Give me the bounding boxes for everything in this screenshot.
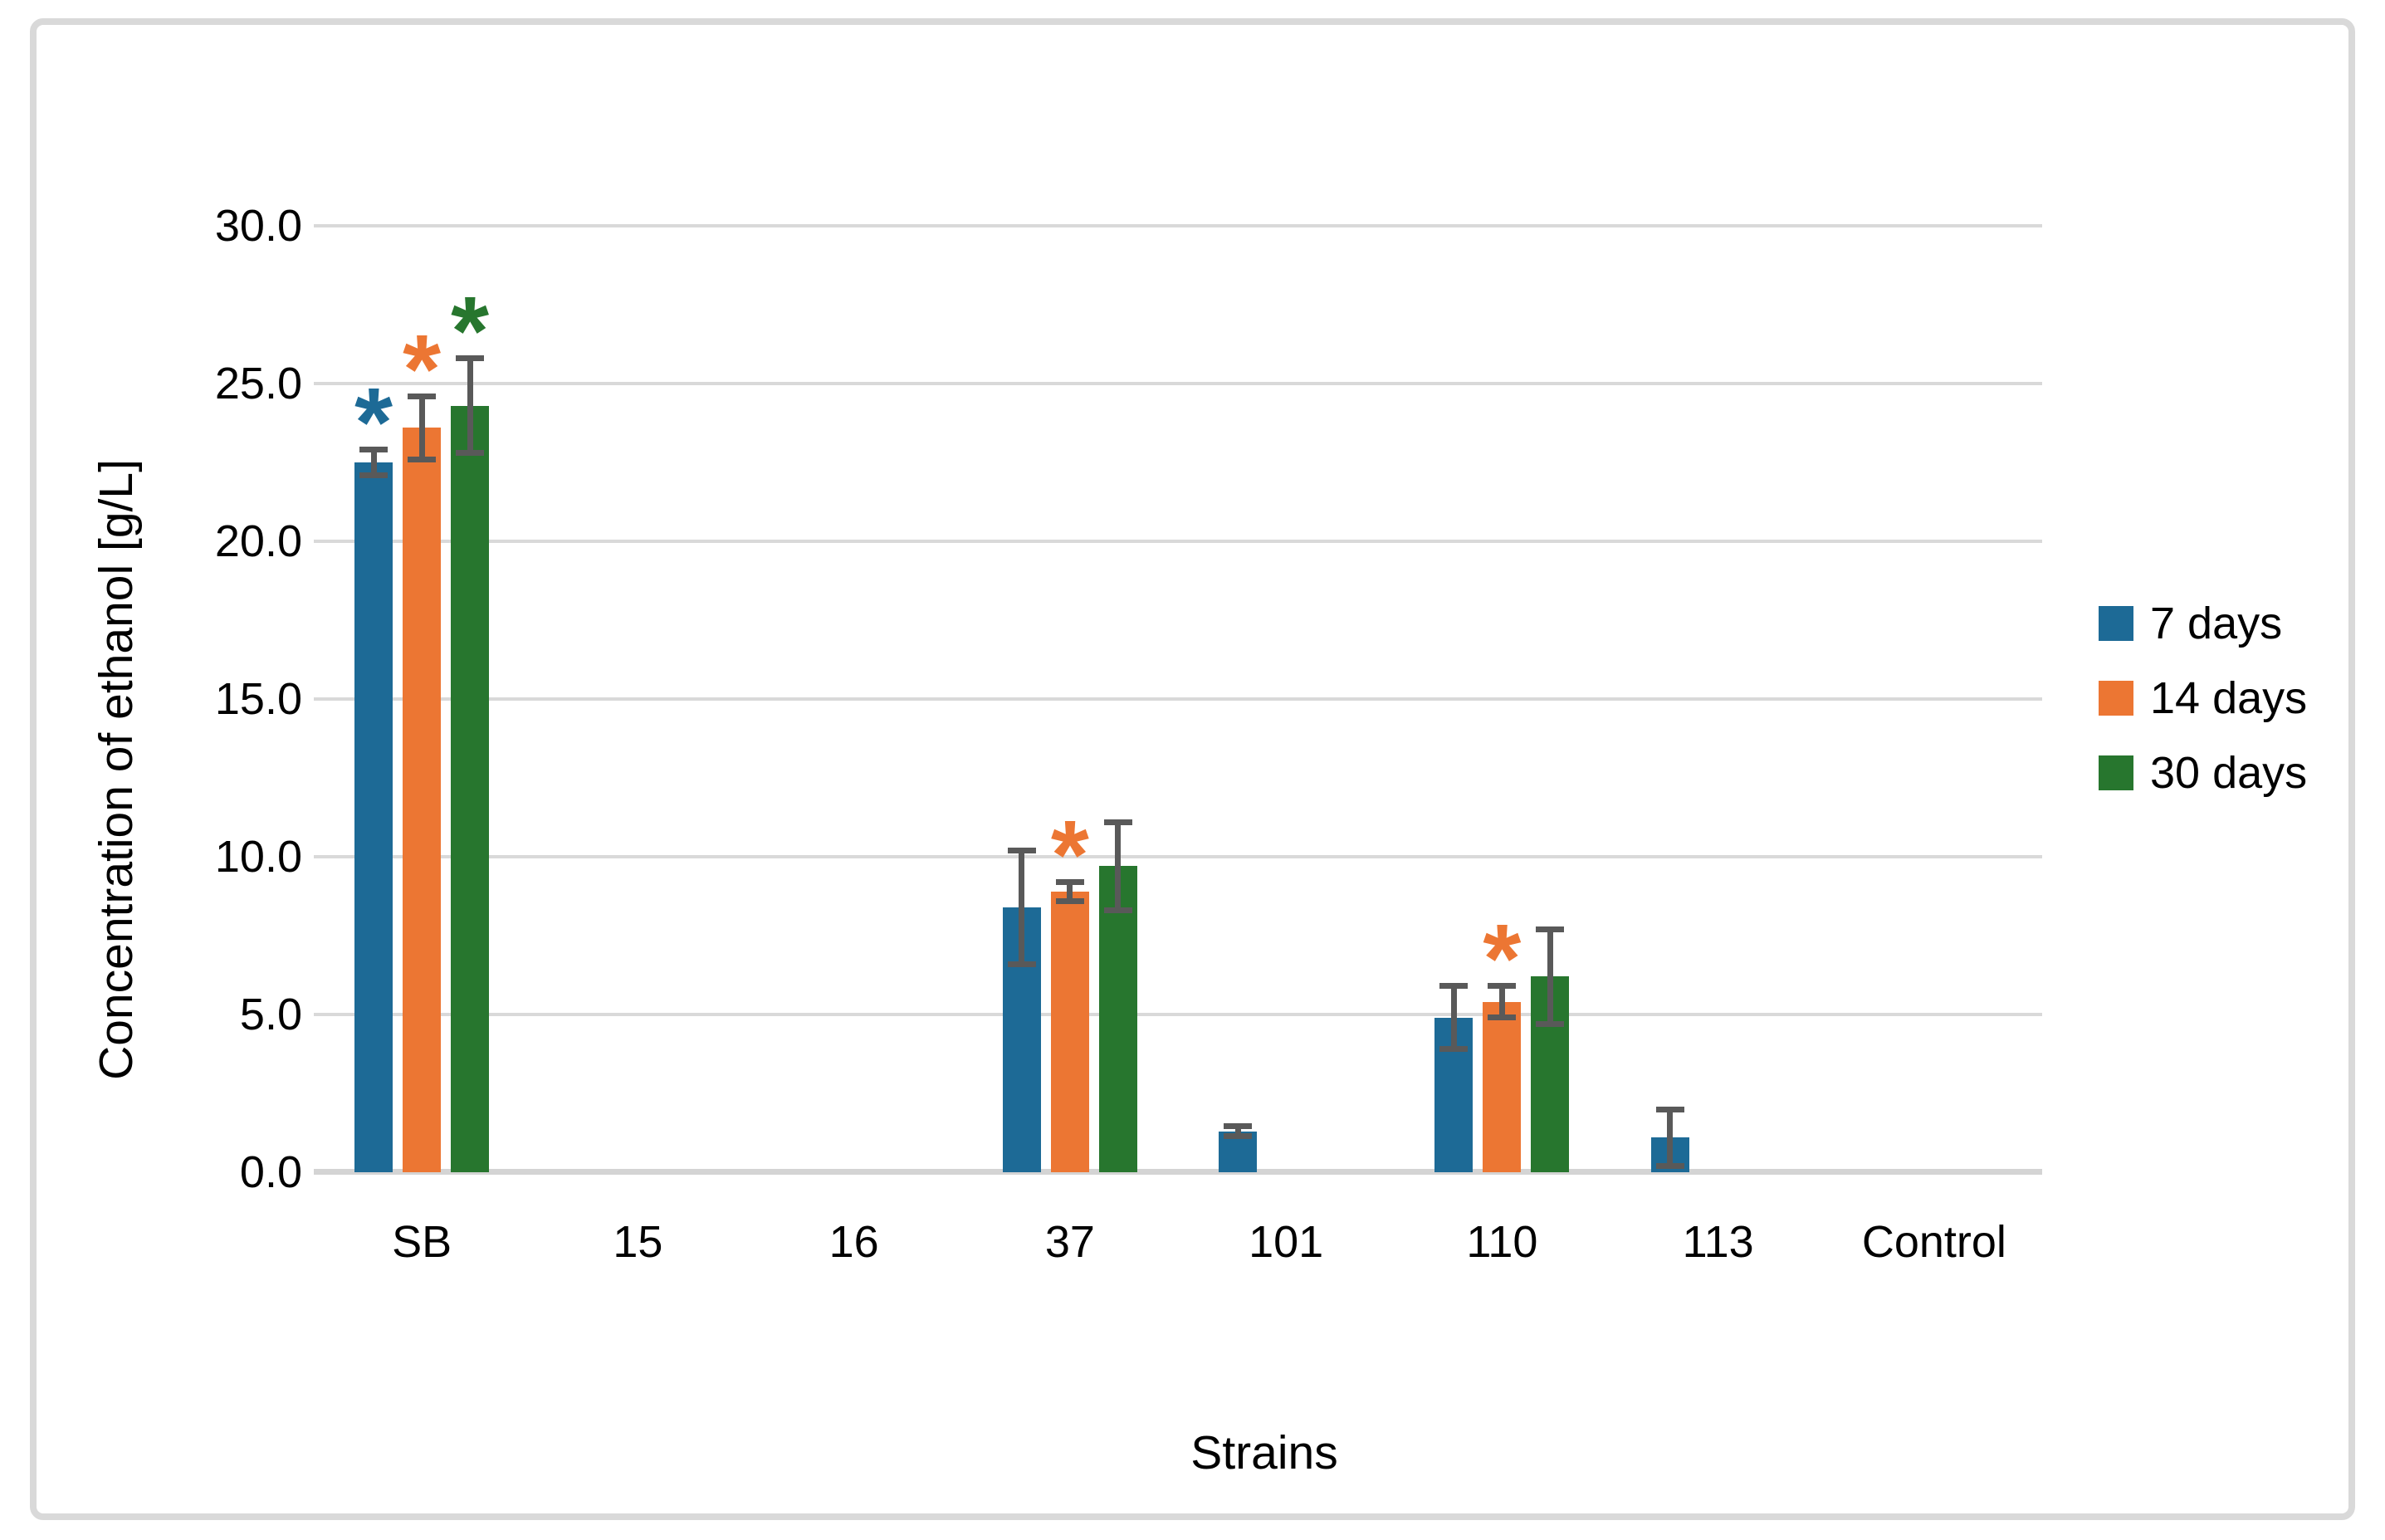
error-bar-cap xyxy=(456,450,485,457)
y-tick-label: 30.0 xyxy=(214,201,302,251)
error-bar xyxy=(1498,985,1505,1018)
gridline xyxy=(314,224,2042,227)
bar xyxy=(451,405,490,1172)
legend-label: 7 days xyxy=(2150,599,2283,648)
y-tick-label: 25.0 xyxy=(214,359,302,408)
bar xyxy=(354,462,393,1172)
x-tick-label: 16 xyxy=(828,1217,879,1267)
error-bar xyxy=(1667,1109,1674,1166)
error-bar-cap xyxy=(456,355,485,362)
error-bar-cap xyxy=(1103,819,1132,825)
error-bar xyxy=(1547,929,1553,1024)
error-bar-cap xyxy=(359,472,389,478)
error-bar-cap xyxy=(1055,897,1084,904)
x-tick-label: 15 xyxy=(613,1217,663,1267)
legend: 7 days 14 days 30 days xyxy=(2099,601,2307,830)
x-tick-label: Control xyxy=(1861,1217,2006,1267)
error-bar-cap xyxy=(1536,926,1565,932)
error-bar-cap xyxy=(1103,907,1132,914)
legend-label: 14 days xyxy=(2150,673,2308,723)
legend-label: 30 days xyxy=(2150,748,2308,798)
error-bar-cap xyxy=(1488,1014,1517,1021)
bar xyxy=(1050,891,1089,1172)
error-bar xyxy=(467,358,473,453)
error-bar xyxy=(370,449,377,476)
significance-asterisk: * xyxy=(451,276,490,386)
gridline xyxy=(314,697,2042,701)
error-bar-cap xyxy=(1655,1106,1684,1112)
error-bar xyxy=(1450,985,1457,1049)
error-bar xyxy=(1115,822,1122,911)
significance-asterisk: * xyxy=(403,314,442,424)
error-bar-cap xyxy=(359,447,389,453)
x-axis-line xyxy=(314,1169,2042,1175)
error-bar-cap xyxy=(1655,1162,1684,1169)
legend-swatch-icon xyxy=(2099,755,2133,790)
y-tick-label: 5.0 xyxy=(239,990,302,1039)
x-tick-label: 110 xyxy=(1466,1217,1538,1267)
significance-asterisk: * xyxy=(1050,799,1089,910)
x-axis-title: Strains xyxy=(1190,1426,1338,1479)
error-bar xyxy=(1067,882,1073,902)
x-tick-label: SB xyxy=(392,1217,452,1267)
y-tick-label: 0.0 xyxy=(239,1147,302,1197)
gridline xyxy=(314,382,2042,385)
gridline xyxy=(314,855,2042,858)
error-bar-cap xyxy=(1536,1020,1565,1027)
significance-asterisk: * xyxy=(1483,904,1522,1014)
bar xyxy=(1098,866,1137,1172)
error-bar-cap xyxy=(1439,1046,1469,1053)
error-bar-cap xyxy=(1224,1123,1253,1130)
error-bar-cap xyxy=(408,456,437,462)
legend-item: 7 days xyxy=(2099,601,2307,646)
plot-area: 0.0 5.0 10.0 15.0 20.0 25.0 30.0 SB 15 16 37 101 110… xyxy=(215,100,2042,1265)
error-bar-cap xyxy=(1224,1132,1253,1139)
error-bar-cap xyxy=(1439,983,1469,990)
y-tick-label: 20.0 xyxy=(214,516,302,566)
legend-swatch-icon xyxy=(2099,606,2133,641)
legend-item: 30 days xyxy=(2099,750,2307,795)
bar xyxy=(1483,1001,1522,1172)
error-bar xyxy=(1234,1126,1241,1137)
error-bar-cap xyxy=(408,393,437,399)
x-tick-label: 37 xyxy=(1044,1217,1095,1267)
y-tick-label: 15.0 xyxy=(214,674,302,724)
legend-item: 14 days xyxy=(2099,676,2307,721)
error-bar-cap xyxy=(1007,961,1036,967)
legend-swatch-icon xyxy=(2099,681,2133,716)
y-tick-label: 10.0 xyxy=(214,832,302,882)
error-bar-cap xyxy=(1488,983,1517,990)
error-bar xyxy=(418,396,425,460)
bar xyxy=(403,428,442,1172)
x-tick-label: 113 xyxy=(1682,1217,1754,1267)
significance-asterisk: * xyxy=(354,368,393,478)
error-bar-cap xyxy=(1055,878,1084,885)
x-tick-label: 101 xyxy=(1249,1217,1324,1267)
gridline xyxy=(314,1013,2042,1016)
error-bar-cap xyxy=(1007,847,1036,853)
error-bar xyxy=(1019,850,1025,965)
gridline xyxy=(314,540,2042,543)
